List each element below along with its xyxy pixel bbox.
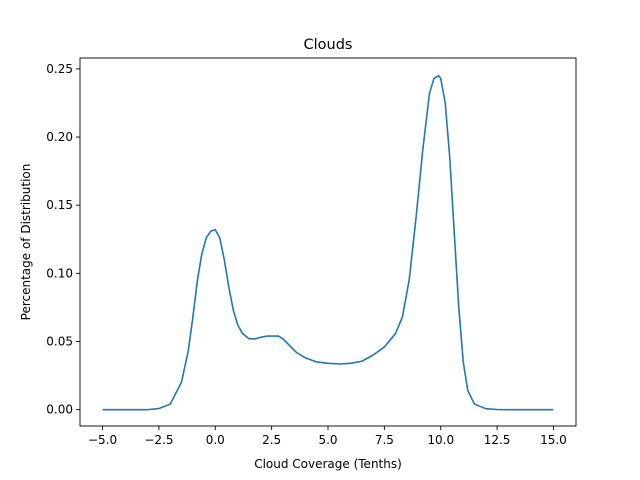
- x-tick-label: 7.5: [375, 433, 394, 447]
- x-tick-label: −5.0: [88, 433, 117, 447]
- y-tick-label: 0.10: [46, 266, 73, 280]
- y-tick-label: 0.25: [46, 62, 73, 76]
- x-tick-label: 5.0: [318, 433, 337, 447]
- x-tick-label: 15.0: [540, 433, 567, 447]
- x-tick-label: 0.0: [206, 433, 225, 447]
- y-tick-label: 0.15: [46, 198, 73, 212]
- y-tick-label: 0.05: [46, 334, 73, 348]
- y-tick-label: 0.00: [46, 403, 73, 417]
- y-axis-label: Percentage of Distribution: [19, 164, 33, 321]
- x-tick-label: −2.5: [144, 433, 173, 447]
- x-tick-label: 12.5: [484, 433, 511, 447]
- series-line-0: [102, 74, 554, 411]
- chart-title: Clouds: [304, 37, 353, 53]
- y-tick-label: 0.20: [46, 130, 73, 144]
- plot-area: −5.0 −2.5 0.0 2.5 5.0 7.5 10.0 12.5 15.0 0.00 0.05…: [46, 57, 577, 447]
- x-tick-label: 10.0: [427, 433, 454, 447]
- x-tick-label: 2.5: [262, 433, 281, 447]
- x-axis-label: Cloud Coverage (Tenths): [254, 457, 402, 471]
